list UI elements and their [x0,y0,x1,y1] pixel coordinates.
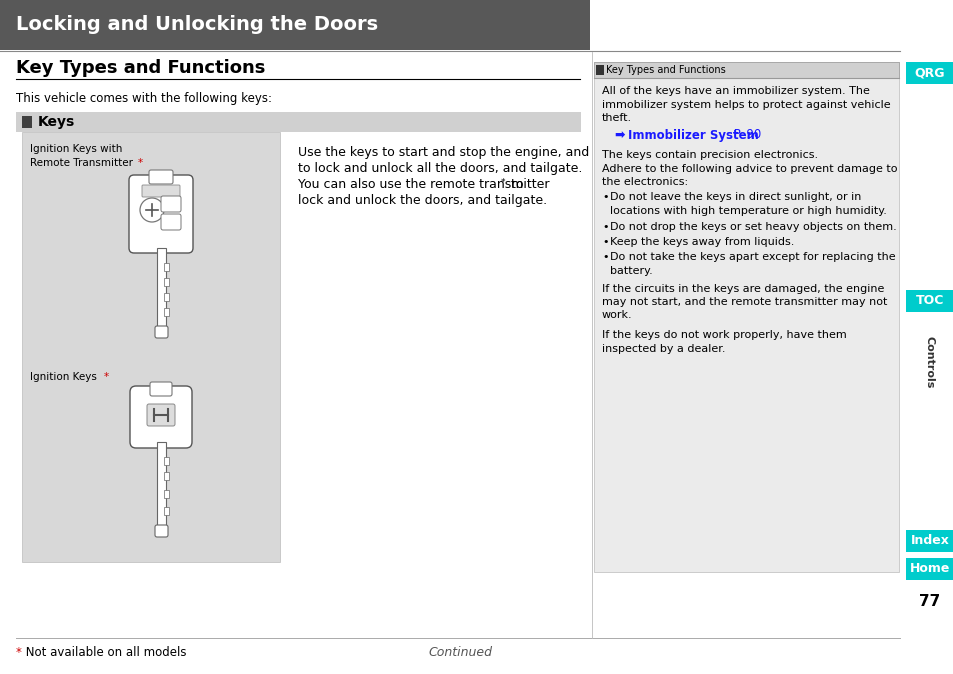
Text: Do not leave the keys in direct sunlight, or in: Do not leave the keys in direct sunlight… [609,193,861,202]
FancyBboxPatch shape [161,214,181,230]
Bar [594,62,898,572]
Text: *: * [138,158,143,168]
Text: work.: work. [601,311,632,321]
Text: All of the keys have an immobilizer system. The: All of the keys have an immobilizer syst… [601,86,869,96]
Bar [164,507,169,515]
Bar [164,472,169,480]
Bar [905,62,953,84]
Bar [16,112,580,132]
Text: Immobilizer System: Immobilizer System [627,129,758,142]
FancyBboxPatch shape [129,175,193,253]
Bar [164,263,169,271]
Text: *: * [500,178,505,187]
Text: Key Types and Functions: Key Types and Functions [605,65,725,75]
Bar [22,132,280,562]
Bar [157,248,166,328]
Text: to: to [506,178,523,191]
Bar [22,116,32,128]
Text: the electronics:: the electronics: [601,177,687,187]
Bar [596,65,603,75]
Text: If the circuits in the keys are damaged, the engine: If the circuits in the keys are damaged,… [601,284,883,293]
FancyBboxPatch shape [130,386,192,448]
FancyBboxPatch shape [161,196,181,212]
FancyBboxPatch shape [149,170,172,184]
Text: Continued: Continued [428,646,492,659]
Circle shape [140,198,164,222]
Text: •: • [601,253,608,262]
Text: If the keys do not work properly, have them: If the keys do not work properly, have t… [601,330,846,340]
Bar [0,0,589,50]
Text: *: * [104,372,109,382]
Text: Home: Home [909,563,949,576]
Text: lock and unlock the doors, and tailgate.: lock and unlock the doors, and tailgate. [297,194,547,207]
Text: to lock and unlock all the doors, and tailgate.: to lock and unlock all the doors, and ta… [297,162,581,175]
Text: Index: Index [909,534,948,547]
Bar [164,278,169,286]
Text: locations with high temperature or high humidity.: locations with high temperature or high … [609,206,886,216]
Bar [905,530,953,552]
Text: This vehicle comes with the following keys:: This vehicle comes with the following ke… [16,92,272,105]
Bar [905,290,953,312]
Text: •: • [601,193,608,202]
Text: Do not drop the keys or set heavy objects on them.: Do not drop the keys or set heavy object… [609,222,896,231]
Text: Controls: Controls [924,336,934,388]
Text: inspected by a dealer.: inspected by a dealer. [601,344,724,353]
Text: The keys contain precision electronics.: The keys contain precision electronics. [601,150,818,160]
Text: You can also use the remote transmitter: You can also use the remote transmitter [297,178,549,191]
Text: TOC: TOC [915,295,943,307]
Text: may not start, and the remote transmitter may not: may not start, and the remote transmitte… [601,297,886,307]
Text: *: * [16,646,22,659]
FancyBboxPatch shape [142,185,180,197]
Bar [164,457,169,465]
FancyBboxPatch shape [147,404,174,426]
Bar [164,308,169,316]
Bar [164,293,169,301]
FancyBboxPatch shape [154,525,168,537]
Text: ➡: ➡ [614,129,624,142]
Text: Key Types and Functions: Key Types and Functions [16,59,265,77]
Bar [164,490,169,498]
Text: Adhere to the following advice to prevent damage to: Adhere to the following advice to preven… [601,164,897,173]
FancyBboxPatch shape [154,326,168,338]
Bar [905,558,953,580]
Text: Use the keys to start and stop the engine, and: Use the keys to start and stop the engin… [297,146,589,159]
Text: battery.: battery. [609,266,652,276]
Text: immobilizer system helps to protect against vehicle: immobilizer system helps to protect agai… [601,100,890,109]
Text: 77: 77 [919,594,940,609]
Bar [594,62,898,78]
Text: Ignition Keys with: Ignition Keys with [30,144,122,154]
Text: Locking and Unlocking the Doors: Locking and Unlocking the Doors [16,16,377,34]
Text: QRG: QRG [914,67,944,80]
Text: Remote Transmitter: Remote Transmitter [30,158,132,168]
Text: Keep the keys away from liquids.: Keep the keys away from liquids. [609,237,794,247]
Text: •: • [601,237,608,247]
Text: Not available on all models: Not available on all models [22,646,186,659]
Bar [157,442,166,527]
FancyBboxPatch shape [150,382,172,396]
Text: theft.: theft. [601,113,632,123]
Text: Do not take the keys apart except for replacing the: Do not take the keys apart except for re… [609,253,895,262]
Text: Keys: Keys [38,115,75,129]
Text: P. 90: P. 90 [729,129,760,142]
Text: •: • [601,222,608,231]
Text: Ignition Keys: Ignition Keys [30,372,97,382]
